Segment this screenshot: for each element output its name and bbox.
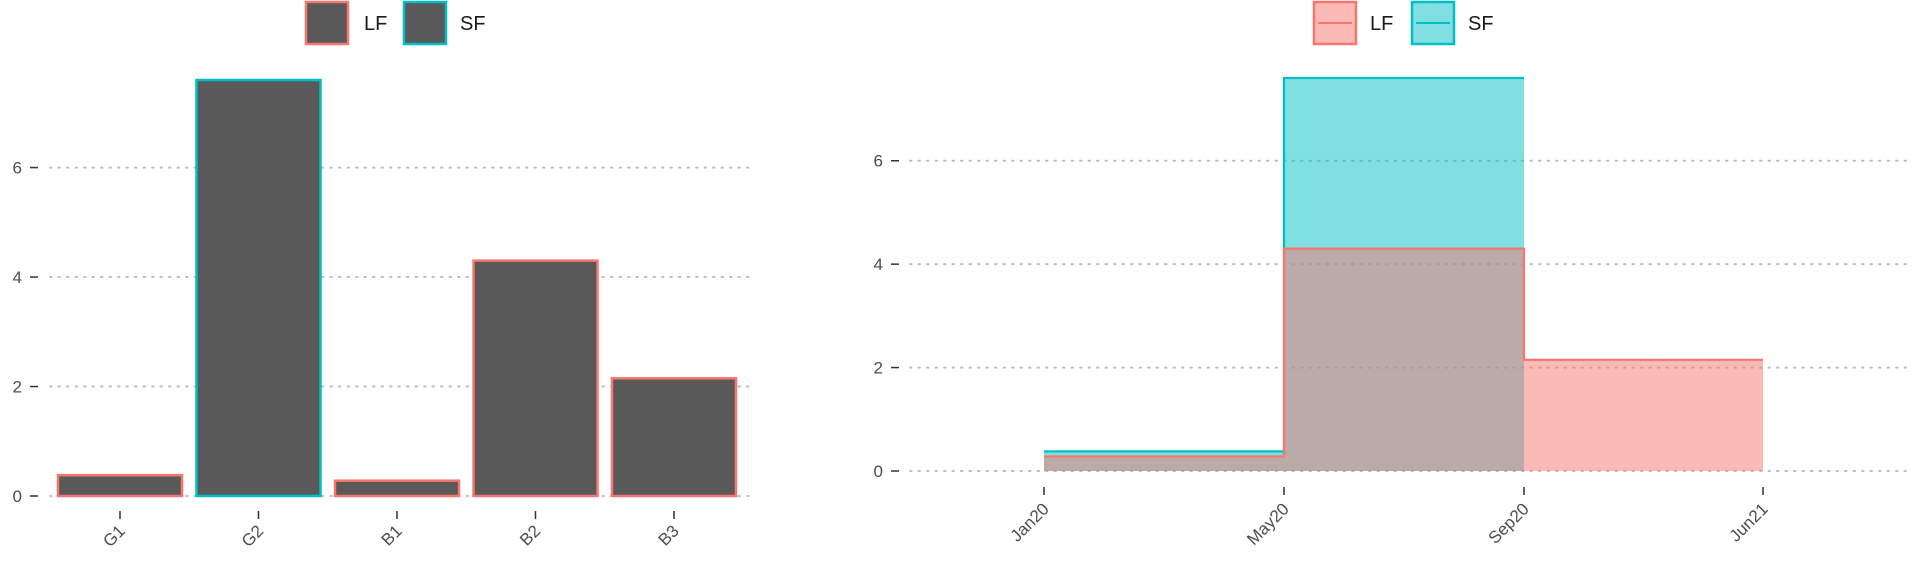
y-tick-label: 6: [13, 159, 22, 178]
y-tick-label: 6: [874, 152, 883, 171]
x-tick-label: G2: [238, 521, 267, 550]
x-tick-label: Sep20: [1485, 499, 1533, 547]
x-tick-label: Jun21: [1726, 499, 1772, 545]
y-tick-label: 2: [13, 378, 22, 397]
y-tick-label: 4: [874, 255, 883, 274]
y-tick-label: 0: [13, 487, 22, 506]
y-tick-label: 4: [13, 268, 22, 287]
bar-g2: [195, 78, 322, 498]
legend: LF SF: [304, 0, 486, 46]
step-area-chart: 0 2 4 6 Jan20 May20 Sep20 Jun21 LF SF: [874, 0, 1913, 549]
x-tick-label: Jan20: [1007, 499, 1053, 545]
legend-key-sf: [402, 0, 448, 46]
y-tick-label: 2: [874, 359, 883, 378]
y-tick-label: 0: [874, 462, 883, 481]
area-lf: [1044, 248, 1763, 471]
step-line-lf: [1044, 247, 1763, 458]
x-tick-label: B1: [378, 521, 406, 549]
x-tick-label: G1: [99, 521, 128, 550]
bar-chart: 0 2 4 6 G1 G2 B1 B2 B3 LF SF: [13, 0, 756, 551]
x-tick-label: B2: [516, 521, 544, 549]
bar-b2: [472, 259, 599, 498]
legend-label-lf: LF: [364, 13, 387, 35]
legend-key-lf: [304, 0, 350, 46]
legend: LF SF: [1312, 0, 1494, 46]
x-tick-label: May20: [1243, 499, 1293, 549]
bar-b3: [610, 377, 738, 498]
legend-label-sf: SF: [1468, 13, 1494, 35]
x-tick-label: B3: [655, 521, 683, 549]
bar-b1: [333, 479, 461, 498]
legend-label-sf: SF: [460, 13, 486, 35]
bar-g1: [56, 473, 184, 498]
legend-label-lf: LF: [1370, 13, 1393, 35]
